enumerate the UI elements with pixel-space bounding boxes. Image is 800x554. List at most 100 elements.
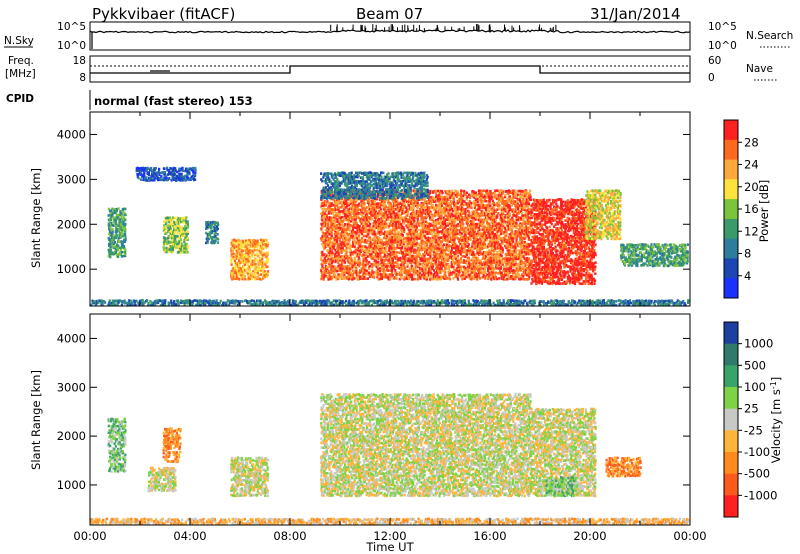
power-cell — [464, 208, 467, 211]
power-cell — [250, 277, 254, 281]
power-cell — [247, 243, 250, 247]
power-cell — [115, 245, 118, 248]
power-cell — [364, 238, 367, 242]
power-cell — [232, 255, 235, 259]
power-cell — [364, 277, 367, 280]
power-cell — [365, 206, 368, 209]
power-cell — [451, 189, 454, 193]
power-cell — [440, 207, 443, 211]
power-cell — [107, 207, 110, 211]
power-cell — [330, 271, 333, 275]
power-cell — [207, 220, 210, 224]
power-cell — [266, 241, 269, 245]
power-cell — [246, 241, 249, 244]
power-cell — [452, 257, 455, 260]
power-cell — [476, 278, 479, 281]
noise-trace — [89, 24, 691, 49]
power-cell — [399, 205, 402, 209]
power-cell — [462, 194, 465, 197]
power-cell — [108, 246, 112, 250]
power-cell — [166, 242, 169, 245]
power-cell — [115, 224, 118, 227]
power-cell — [112, 220, 115, 223]
freq-trace — [90, 65, 690, 74]
power-cell — [385, 222, 388, 226]
power-cell — [171, 248, 174, 252]
power-cell — [401, 246, 404, 250]
power-cell — [121, 246, 124, 250]
power-cell — [117, 228, 120, 231]
power-cell — [137, 176, 140, 180]
power-cell — [348, 238, 351, 241]
power-cell — [331, 208, 334, 211]
power-cell — [111, 251, 114, 255]
power-cell — [165, 250, 168, 254]
power-cell — [107, 224, 110, 227]
power-cell — [231, 249, 234, 253]
power-cell — [321, 208, 324, 211]
power-cell — [412, 206, 415, 210]
power-cell — [430, 271, 433, 275]
power-cell — [373, 200, 376, 204]
power-cell — [465, 191, 468, 195]
power-cell — [344, 223, 347, 226]
power-cell — [479, 277, 482, 280]
power-cell — [117, 236, 120, 240]
power-cell — [145, 176, 148, 179]
power-cell — [452, 277, 455, 280]
power-cell — [442, 239, 445, 242]
power-cell — [431, 234, 434, 238]
power-cell — [469, 259, 472, 262]
power-cell — [384, 276, 387, 279]
power-cell — [168, 216, 171, 220]
power-cell — [456, 228, 459, 232]
power-cell — [207, 237, 211, 241]
power-cell — [108, 227, 111, 231]
power-cell — [413, 219, 416, 223]
power-cell — [114, 247, 117, 250]
power-cell — [107, 222, 110, 225]
power-cell — [438, 230, 441, 234]
power-cell — [324, 207, 328, 211]
power-cell — [121, 228, 124, 232]
power-cell — [122, 207, 126, 211]
power-cell — [390, 253, 393, 256]
power-cell — [124, 230, 127, 233]
power-region — [205, 220, 220, 245]
power-cell — [391, 257, 394, 261]
power-cell — [257, 274, 260, 277]
power-cell — [428, 202, 431, 205]
power-cell — [486, 189, 489, 192]
power-cell — [459, 194, 463, 197]
power-cell — [121, 234, 124, 238]
power-cell — [353, 245, 356, 248]
power-cell — [399, 269, 402, 273]
power-cell — [332, 214, 336, 217]
power-cell — [386, 273, 389, 277]
power-cell — [113, 241, 116, 244]
freq-strip-frame — [89, 55, 691, 83]
power-cell — [389, 277, 392, 281]
power-cell — [216, 241, 219, 244]
power-cell — [186, 173, 189, 176]
power-cell — [256, 271, 259, 275]
power-cell — [123, 233, 127, 236]
power-cell — [112, 211, 115, 214]
power-cell — [440, 195, 444, 198]
power-cell — [406, 263, 409, 266]
power-cell — [110, 252, 113, 256]
power-cell — [395, 226, 398, 230]
power-cell — [117, 216, 120, 219]
power-cell — [350, 259, 353, 262]
power-cell — [263, 253, 266, 256]
power-cell — [380, 238, 383, 242]
power-cell — [111, 244, 114, 247]
power-cell — [423, 205, 426, 209]
power-cell — [385, 247, 388, 250]
power-cell — [123, 240, 127, 243]
power-cell — [371, 217, 374, 221]
power-cell — [357, 249, 360, 252]
power-cell — [114, 220, 117, 223]
power-cell — [118, 224, 121, 228]
power-cell — [416, 201, 419, 205]
